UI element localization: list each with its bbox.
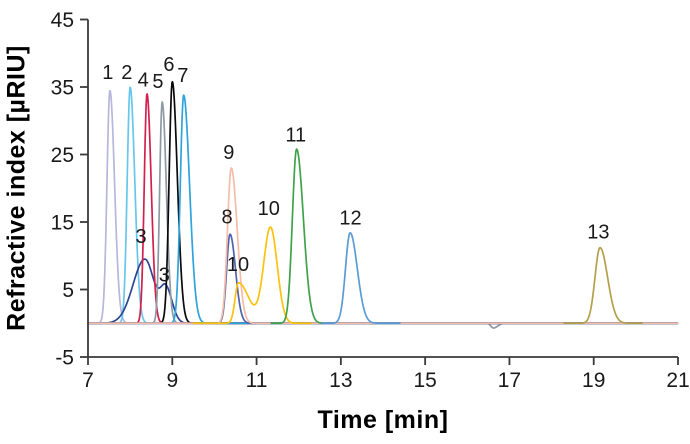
x-tick-label: 21	[666, 369, 689, 392]
x-tick-label: 11	[246, 369, 268, 392]
trace-peak-10	[192, 226, 313, 325]
x-tick-label: 9	[166, 369, 178, 392]
trace-peak-13	[563, 246, 643, 325]
peak-label-7: 7	[177, 65, 188, 87]
y-tick-label: 45	[51, 9, 74, 32]
peak-label-8: 8	[222, 207, 233, 229]
peak-label-10: 10	[227, 254, 249, 276]
x-tick-label: 17	[498, 369, 521, 392]
x-tick-label: 19	[582, 369, 605, 392]
y-tick-label: 35	[51, 77, 74, 100]
y-tick-label: -5	[55, 347, 74, 370]
peak-label-9: 9	[223, 142, 234, 164]
y-axis-title: Refractive index [µRIU]	[2, 45, 31, 331]
y-tick-label: 15	[51, 212, 74, 235]
peak-label-12: 12	[339, 207, 361, 229]
peak-label-3: 3	[159, 265, 170, 287]
peak-label-10: 10	[258, 198, 280, 220]
x-tick-label: 13	[329, 369, 352, 392]
peak-label-6: 6	[163, 54, 174, 76]
peak-label-13: 13	[587, 221, 609, 243]
x-tick-label: 15	[413, 369, 436, 392]
y-tick-label: 5	[62, 279, 74, 302]
x-tick-label: 7	[82, 369, 94, 392]
peak-label-1: 1	[102, 62, 113, 84]
peak-label-3: 3	[136, 226, 147, 248]
peak-label-5: 5	[152, 71, 163, 93]
peak-label-2: 2	[121, 62, 132, 84]
trace-peak-11	[270, 148, 325, 325]
x-axis-title: Time [min]	[317, 406, 449, 434]
peak-label-4: 4	[138, 70, 149, 92]
trace-peak-12	[321, 231, 401, 325]
y-tick-label: 25	[51, 144, 74, 167]
peak-label-11: 11	[285, 124, 306, 146]
